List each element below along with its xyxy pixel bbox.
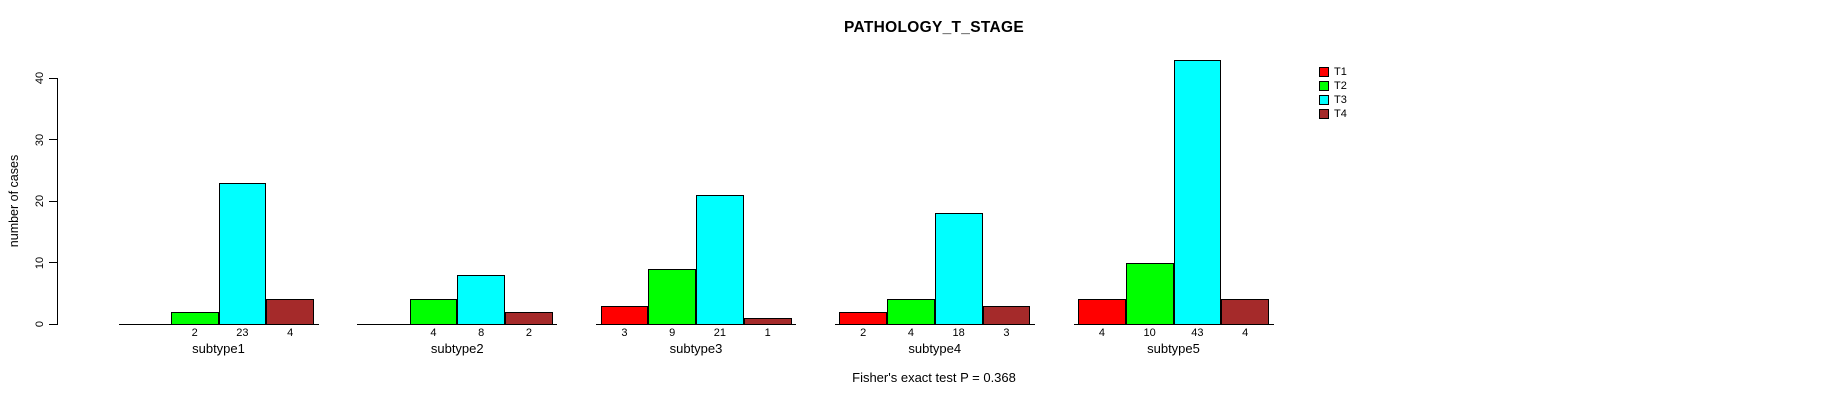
bar-value-label: 21 xyxy=(713,327,726,339)
bar-subtype2-T3 xyxy=(457,274,505,325)
y-axis-tick xyxy=(49,262,58,263)
legend-swatch-T1 xyxy=(1319,67,1329,77)
bar-subtype4-T3 xyxy=(934,213,983,325)
bar-subtype4-T4 xyxy=(982,305,1031,325)
bar-value-label: 8 xyxy=(478,327,485,339)
y-axis-tick-label: 20 xyxy=(34,194,46,208)
chart-title: PATHOLOGY_T_STAGE xyxy=(844,19,1024,36)
bar-value-label: 2 xyxy=(860,327,867,339)
fisher-test-annotation: Fisher's exact test P = 0.368 xyxy=(852,370,1016,385)
bar-value-label: 2 xyxy=(191,327,198,339)
legend-label: T3 xyxy=(1334,93,1347,106)
category-label: subtype4 xyxy=(908,341,962,356)
y-axis-tick-label: 10 xyxy=(34,256,46,269)
bar-value-label: 10 xyxy=(1143,327,1156,339)
bar-value-label: 23 xyxy=(236,327,249,339)
bar-subtype3-T4 xyxy=(743,317,792,325)
bar-subtype4-T1 xyxy=(839,311,887,325)
bar-subtype1-T3 xyxy=(218,182,267,325)
y-axis-line xyxy=(57,78,58,325)
bar-subtype3-T2 xyxy=(648,268,696,325)
category-label: subtype3 xyxy=(669,341,723,356)
bar-value-label: 2 xyxy=(525,327,532,339)
bar-value-label: 4 xyxy=(287,327,294,339)
legend-label: T4 xyxy=(1334,107,1347,120)
legend-label: T1 xyxy=(1334,65,1347,78)
legend-swatch-T2 xyxy=(1319,81,1329,92)
bar-subtype1-T2 xyxy=(170,311,219,325)
bar-value-label: 1 xyxy=(764,327,771,339)
bar-value-label: 4 xyxy=(430,327,437,339)
bar-subtype1-T4 xyxy=(266,299,314,325)
category-label: subtype2 xyxy=(430,341,484,356)
bar-subtype5-T2 xyxy=(1125,262,1174,325)
bar-subtype3-T1 xyxy=(600,305,649,325)
bar-subtype2-T2 xyxy=(409,299,458,325)
y-axis-tick-label: 40 xyxy=(34,71,46,85)
legend-swatch-T4 xyxy=(1319,109,1329,120)
bar-value-label: 4 xyxy=(907,327,914,339)
category-label: subtype5 xyxy=(1147,341,1200,356)
bar-subtype5-T3 xyxy=(1173,59,1222,325)
bar-value-label: 3 xyxy=(1003,327,1010,339)
bar-value-label: 4 xyxy=(1242,327,1249,339)
y-axis-tick-label: 0 xyxy=(34,320,46,328)
bar-subtype2-T4 xyxy=(505,311,553,325)
bar-value-label: 18 xyxy=(952,327,965,339)
legend-swatch-T3 xyxy=(1319,95,1329,106)
category-label: subtype1 xyxy=(192,341,245,356)
legend-label: T2 xyxy=(1334,79,1347,92)
bar-subtype5-T4 xyxy=(1221,299,1269,325)
bar-value-label: 3 xyxy=(621,327,628,339)
bar-value-label: 43 xyxy=(1191,327,1204,339)
y-axis-tick xyxy=(49,139,58,140)
y-axis-tick-label: 30 xyxy=(34,133,46,146)
y-axis-tick xyxy=(49,323,58,325)
y-axis-tick xyxy=(49,200,58,202)
bar-subtype3-T3 xyxy=(696,194,744,325)
y-axis-label: number of cases xyxy=(7,154,21,248)
bar-subtype5-T1 xyxy=(1078,299,1126,325)
y-axis-tick xyxy=(49,77,58,79)
bar-value-label: 4 xyxy=(1098,327,1105,339)
bar-value-label: 9 xyxy=(669,327,676,339)
bar-subtype4-T2 xyxy=(887,299,935,325)
